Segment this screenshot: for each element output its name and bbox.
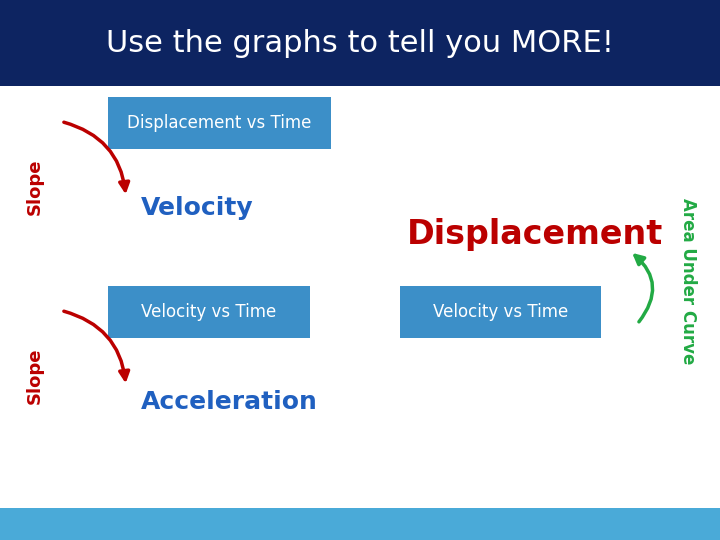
Text: Use the graphs to tell you MORE!: Use the graphs to tell you MORE!	[106, 29, 614, 58]
Text: Velocity vs Time: Velocity vs Time	[433, 303, 568, 321]
FancyArrowPatch shape	[64, 311, 129, 380]
Text: Slope: Slope	[26, 158, 44, 214]
Text: Acceleration: Acceleration	[140, 390, 318, 414]
FancyArrowPatch shape	[635, 255, 652, 322]
Text: Displacement vs Time: Displacement vs Time	[127, 114, 312, 132]
FancyBboxPatch shape	[400, 286, 601, 338]
Text: Slope: Slope	[26, 347, 44, 403]
FancyBboxPatch shape	[108, 97, 331, 149]
FancyBboxPatch shape	[0, 0, 720, 86]
Text: Velocity: Velocity	[140, 196, 253, 220]
Text: Velocity vs Time: Velocity vs Time	[141, 303, 276, 321]
FancyArrowPatch shape	[64, 122, 129, 191]
FancyBboxPatch shape	[108, 286, 310, 338]
FancyBboxPatch shape	[0, 508, 720, 540]
Text: Displacement: Displacement	[407, 218, 663, 252]
Text: Area Under Curve: Area Under Curve	[679, 198, 697, 364]
